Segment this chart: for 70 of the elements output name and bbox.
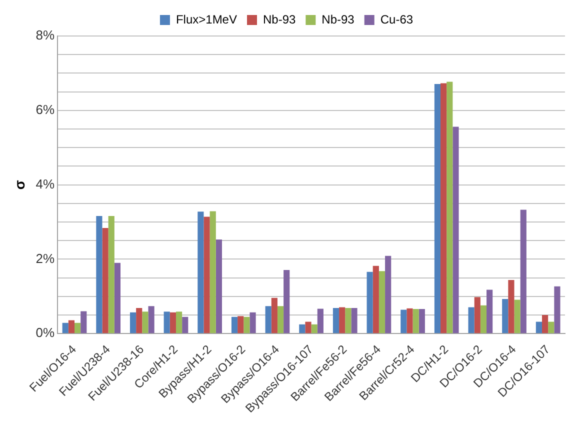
bar	[182, 316, 188, 334]
bar	[204, 216, 210, 334]
bar	[102, 228, 108, 334]
bar	[210, 211, 216, 334]
bar	[418, 309, 425, 334]
bar	[74, 322, 81, 334]
bar	[372, 266, 379, 334]
bar	[271, 298, 278, 334]
bar	[96, 216, 102, 334]
bar	[170, 312, 176, 334]
bar	[480, 305, 487, 334]
bar	[299, 324, 306, 334]
bar	[542, 315, 548, 334]
bar	[277, 306, 284, 334]
bar	[406, 308, 413, 334]
bar	[80, 311, 87, 334]
bar	[536, 322, 542, 334]
legend-label: Flux>1MeV	[176, 12, 237, 26]
bar	[311, 324, 318, 334]
y-tick-label: 2%	[36, 250, 56, 266]
bar	[332, 308, 340, 334]
bar	[514, 300, 520, 334]
bar	[250, 312, 256, 334]
bar	[142, 312, 148, 334]
bar	[378, 271, 386, 334]
y-tick-label: 6%	[36, 102, 56, 117]
bar	[385, 256, 392, 334]
y-tick-label: 0%	[36, 325, 56, 340]
bar	[198, 212, 204, 334]
y-axis-title: σ	[11, 180, 28, 190]
bar	[68, 320, 75, 334]
bar	[108, 216, 114, 334]
bar	[468, 307, 474, 334]
bar	[164, 312, 170, 334]
legend-label: Cu-63	[380, 12, 414, 26]
legend-label: Nb-93	[322, 12, 355, 26]
bar	[130, 312, 136, 334]
bar	[508, 280, 514, 334]
y-tick-label: 4%	[36, 176, 56, 192]
y-tick-label: 8%	[36, 28, 56, 43]
legend-label: Nb-93	[262, 12, 296, 26]
bar	[265, 306, 272, 334]
bar	[486, 290, 493, 334]
bar	[339, 307, 346, 334]
bar	[305, 322, 312, 334]
bar	[62, 322, 68, 334]
bar	[244, 316, 250, 334]
bar	[238, 316, 244, 334]
bar	[502, 299, 508, 334]
bar	[317, 308, 324, 334]
bar	[231, 316, 238, 334]
bar	[351, 308, 358, 334]
bar	[216, 239, 222, 334]
bar	[412, 309, 419, 334]
bar	[114, 262, 121, 334]
bar	[446, 82, 453, 334]
bar	[548, 322, 554, 334]
bar	[366, 272, 373, 334]
bar	[345, 308, 352, 334]
bar	[136, 308, 142, 334]
bar	[440, 83, 447, 334]
bar	[554, 286, 560, 334]
bar	[284, 270, 290, 334]
bar	[400, 310, 407, 334]
bar	[176, 312, 182, 334]
bar	[434, 84, 441, 334]
bar	[474, 297, 480, 334]
bar	[148, 306, 154, 334]
bar	[452, 126, 459, 334]
bar	[520, 210, 526, 334]
